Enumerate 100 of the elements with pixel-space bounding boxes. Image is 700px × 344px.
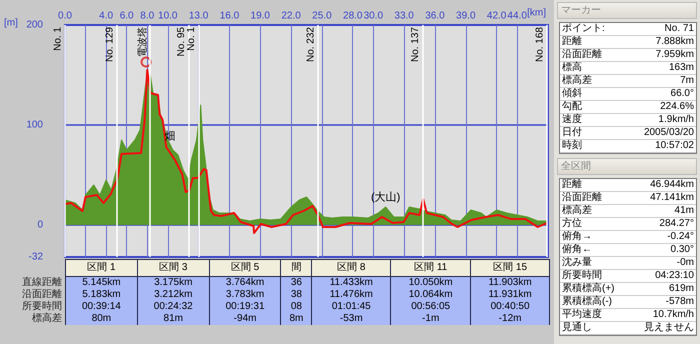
text: -94m bbox=[234, 313, 256, 324]
ref-line-label: No. 1 bbox=[186, 26, 198, 51]
text: 80m bbox=[92, 313, 112, 324]
x-tick-label: 8.0 bbox=[140, 10, 155, 22]
text: 11.476km bbox=[330, 289, 373, 300]
category-label: 標高 bbox=[562, 62, 582, 73]
category-label: 傾斜 bbox=[562, 88, 582, 99]
text: 2005/03/20 bbox=[644, 127, 694, 138]
category-label: 直線距離 bbox=[22, 276, 62, 288]
text: 619m bbox=[668, 283, 694, 294]
category-label: 区間 5 bbox=[209, 260, 281, 276]
text: 7m bbox=[680, 75, 694, 86]
y-tick-label: 100 bbox=[26, 120, 44, 130]
text: マーカー bbox=[557, 2, 697, 19]
x-tick-label: 33.0 bbox=[394, 10, 414, 22]
text: 38 bbox=[290, 289, 302, 300]
x-tick-label: 42.0 bbox=[486, 10, 507, 22]
text: 41m bbox=[674, 205, 694, 216]
ref-line-label: No. 168 bbox=[534, 26, 546, 62]
text: 00:40:50 bbox=[490, 301, 530, 312]
category-label: 区間 11 bbox=[390, 260, 471, 276]
category-label: 距離 bbox=[562, 179, 582, 190]
text: 7.959km bbox=[656, 49, 694, 60]
text: 11.433km bbox=[330, 277, 373, 288]
category-label: 所要時間 bbox=[22, 301, 62, 312]
text: 5.145km bbox=[82, 277, 121, 288]
category-label: 俯角→ bbox=[562, 231, 592, 242]
text: -12m bbox=[498, 313, 522, 324]
text: 00:24:32 bbox=[154, 301, 193, 312]
x-tick-label: 28.0 bbox=[343, 10, 363, 22]
ref-line-label: No. 232 bbox=[305, 26, 316, 62]
text: 10.050km bbox=[408, 277, 453, 288]
text: 47.141km bbox=[650, 192, 694, 203]
text: 5.183km bbox=[82, 289, 121, 300]
text: 全区間 bbox=[557, 158, 697, 175]
category-label: 速度 bbox=[562, 114, 582, 125]
x-tick-label: 25.0 bbox=[312, 10, 332, 22]
text: 0.30° bbox=[670, 244, 694, 255]
text: 00:19:31 bbox=[226, 301, 265, 312]
category-label: 区間 3 bbox=[137, 260, 210, 276]
x-tick-label: 0.0 bbox=[58, 10, 72, 22]
annotation: (大山) bbox=[370, 190, 400, 204]
category-label: 沈み量 bbox=[562, 257, 592, 268]
ref-line-label: 電波塔 bbox=[136, 27, 148, 57]
text: No. 71 bbox=[664, 23, 694, 34]
category-label: 平均速度 bbox=[562, 309, 602, 320]
text: 3.764km bbox=[226, 277, 264, 288]
text: 3.212km bbox=[154, 289, 192, 300]
text: 284.27° bbox=[659, 218, 694, 229]
x-tick-label: 13.0 bbox=[188, 10, 209, 22]
category-label: 所要時間 bbox=[562, 270, 602, 281]
category-label: 区間 15 bbox=[470, 260, 550, 276]
category-label: 間 bbox=[280, 260, 312, 276]
text: 36 bbox=[290, 277, 302, 288]
category-label: 沿面距離 bbox=[562, 49, 602, 60]
x-tick-label: 19.0 bbox=[250, 10, 270, 22]
category-label: 区間 8 bbox=[312, 260, 391, 276]
category-label: 俯角← bbox=[562, 244, 592, 255]
text: 見えません bbox=[644, 322, 694, 333]
text: -0.24° bbox=[667, 231, 694, 242]
x-tick-label: 39.0 bbox=[456, 10, 476, 22]
text: 01:01:45 bbox=[332, 301, 371, 312]
x-tick-label: 22.0 bbox=[281, 10, 302, 22]
text: 11.903km bbox=[488, 277, 532, 288]
text: -0m bbox=[676, 257, 694, 268]
x-tick-label: 44.0 bbox=[507, 10, 528, 22]
category-label: 区間 1 bbox=[66, 260, 138, 276]
ref-line-label: No. 137 bbox=[410, 26, 422, 62]
category-label: 日付 bbox=[562, 127, 582, 138]
text: 00:39:14 bbox=[82, 301, 121, 312]
category-label: 標高差 bbox=[562, 205, 592, 216]
category-label: 距離 bbox=[562, 36, 582, 47]
ref-line-label: No. 95 bbox=[176, 26, 187, 56]
text: 3.783km bbox=[226, 289, 264, 300]
text: 1.9km/h bbox=[658, 114, 694, 125]
category-label: 累積標高(+) bbox=[562, 283, 614, 294]
text: 81m bbox=[164, 313, 183, 324]
text: 46.944km bbox=[650, 179, 694, 190]
category-label: ポイント: bbox=[562, 23, 605, 34]
text: 224.6% bbox=[660, 101, 694, 112]
category-label: 見通し bbox=[562, 322, 592, 333]
x-tick-label: 6.0 bbox=[120, 10, 134, 22]
text: 04:23:10 bbox=[655, 270, 694, 281]
category-label: 沿面距離 bbox=[562, 192, 602, 203]
text: 7.888km bbox=[656, 36, 694, 47]
x-tick-label: 36.0 bbox=[425, 10, 446, 22]
text: 10.064km bbox=[408, 289, 453, 300]
y-tick-label: -32 bbox=[28, 252, 44, 262]
category-label: 標高差 bbox=[562, 75, 592, 86]
category-label: 時刻 bbox=[562, 140, 582, 151]
text: 8m bbox=[289, 313, 304, 324]
ref-line-label: No. 1 bbox=[52, 26, 64, 51]
y-axis-title: [m] bbox=[4, 18, 18, 28]
x-tick-label: 16.0 bbox=[220, 10, 240, 22]
text: 00:56:05 bbox=[411, 301, 450, 312]
category-label: 累積標高(-) bbox=[562, 296, 612, 307]
text: -53m bbox=[340, 313, 363, 324]
y-tick-label: 0 bbox=[37, 220, 44, 230]
text: 66.0° bbox=[670, 88, 694, 99]
x-axis-title: [km] bbox=[527, 8, 546, 18]
